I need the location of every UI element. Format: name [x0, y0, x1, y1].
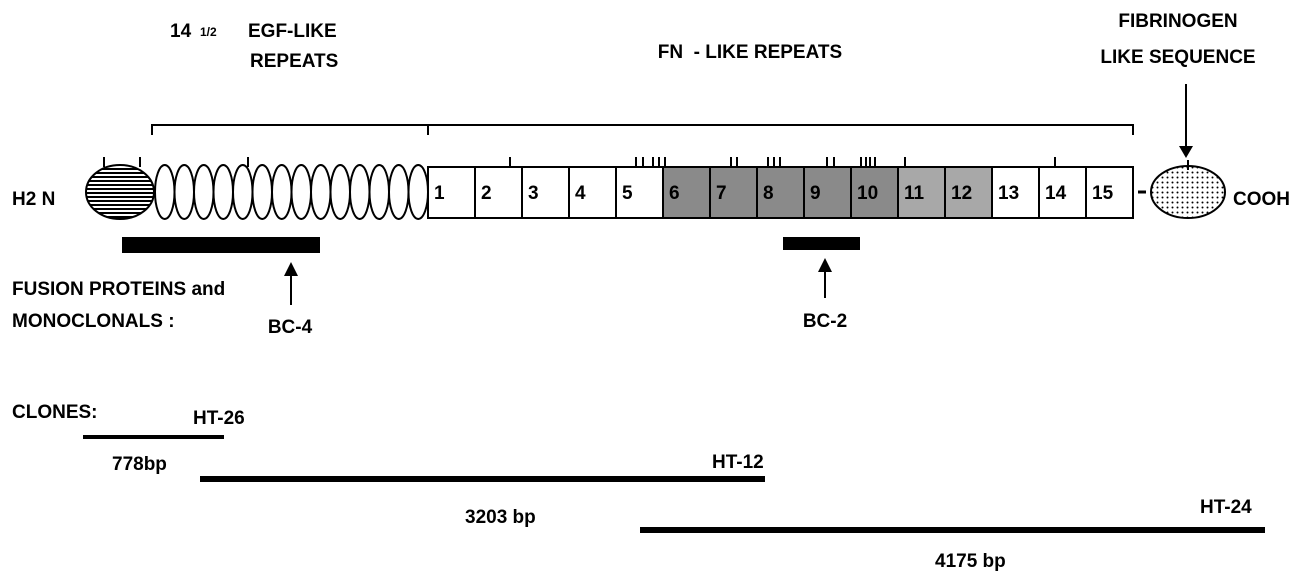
egf-count: 14 [170, 21, 192, 42]
fn-title: FN - LIKE REPEATS [658, 42, 842, 63]
fn-repeat-label: 9 [810, 183, 821, 204]
egf-repeat [292, 165, 312, 219]
egf-repeat [331, 165, 351, 219]
fn-repeat-label: 11 [904, 183, 925, 204]
fibrinogen-domain [1151, 166, 1225, 218]
clone-line [83, 435, 224, 439]
fn-repeat-label: 15 [1092, 183, 1114, 204]
fn-repeat-label: 1 [434, 183, 445, 204]
c-terminus: COOH [1233, 189, 1290, 210]
antibody-label: BC-2 [803, 311, 847, 332]
n-domain [86, 165, 154, 219]
egf-repeat [389, 165, 409, 219]
domain-diagram: 14 1/2 EGF-LIKE REPEATS FN - LIKE REPEAT… [0, 0, 1290, 572]
fibrinogen-title: LIKE SEQUENCE [1100, 47, 1255, 68]
fn-repeat-label: 13 [998, 183, 1019, 204]
fn-repeat-label: 12 [951, 183, 972, 204]
arrow-head [1179, 146, 1193, 158]
egf-title: REPEATS [250, 51, 338, 72]
clone-line [200, 476, 765, 482]
fn-repeat-label: 5 [622, 183, 633, 204]
egf-repeat [214, 165, 234, 219]
arrow-head [818, 258, 832, 272]
arrow-head [284, 262, 298, 276]
egf-fraction: 1/2 [200, 25, 217, 39]
fibrinogen-title: FIBRINOGEN [1118, 11, 1237, 32]
fn-repeat-label: 2 [481, 183, 492, 204]
fn-repeat-label: 4 [575, 183, 586, 204]
fusion-label: FUSION PROTEINS and [12, 279, 225, 300]
egf-repeat [409, 165, 429, 219]
clone-size: 3203 bp [465, 507, 536, 528]
fn-repeat-label: 3 [528, 183, 539, 204]
fn-repeat-label: 7 [716, 183, 727, 204]
bc2-region [783, 237, 860, 250]
egf-repeat [175, 165, 195, 219]
egf-repeat [233, 165, 253, 219]
egf-repeat [155, 165, 175, 219]
bc4-region [122, 237, 320, 253]
clones-label: CLONES: [12, 402, 98, 423]
clone-size: 4175 bp [935, 551, 1006, 572]
n-terminus: H2 N [12, 189, 55, 210]
clone-name: HT-26 [193, 408, 245, 429]
egf-repeat [350, 165, 370, 219]
fn-repeat-label: 8 [763, 183, 774, 204]
clone-name: HT-24 [1200, 497, 1252, 518]
fn-repeat-label: 6 [669, 183, 680, 204]
shapes [83, 84, 1265, 533]
egf-repeat [311, 165, 331, 219]
egf-repeat [272, 165, 292, 219]
clone-name: HT-12 [712, 452, 764, 473]
fusion-label: MONOCLONALS : [12, 311, 175, 332]
egf-repeat [370, 165, 390, 219]
egf-title: EGF-LIKE [248, 21, 337, 42]
egf-repeat [253, 165, 273, 219]
bracket [152, 125, 1133, 135]
clone-size: 778bp [112, 454, 167, 475]
fn-repeat-label: 10 [857, 183, 878, 204]
antibody-label: BC-4 [268, 317, 313, 338]
egf-repeat [194, 165, 214, 219]
clone-line [640, 527, 1265, 533]
fn-repeat-label: 14 [1045, 183, 1067, 204]
